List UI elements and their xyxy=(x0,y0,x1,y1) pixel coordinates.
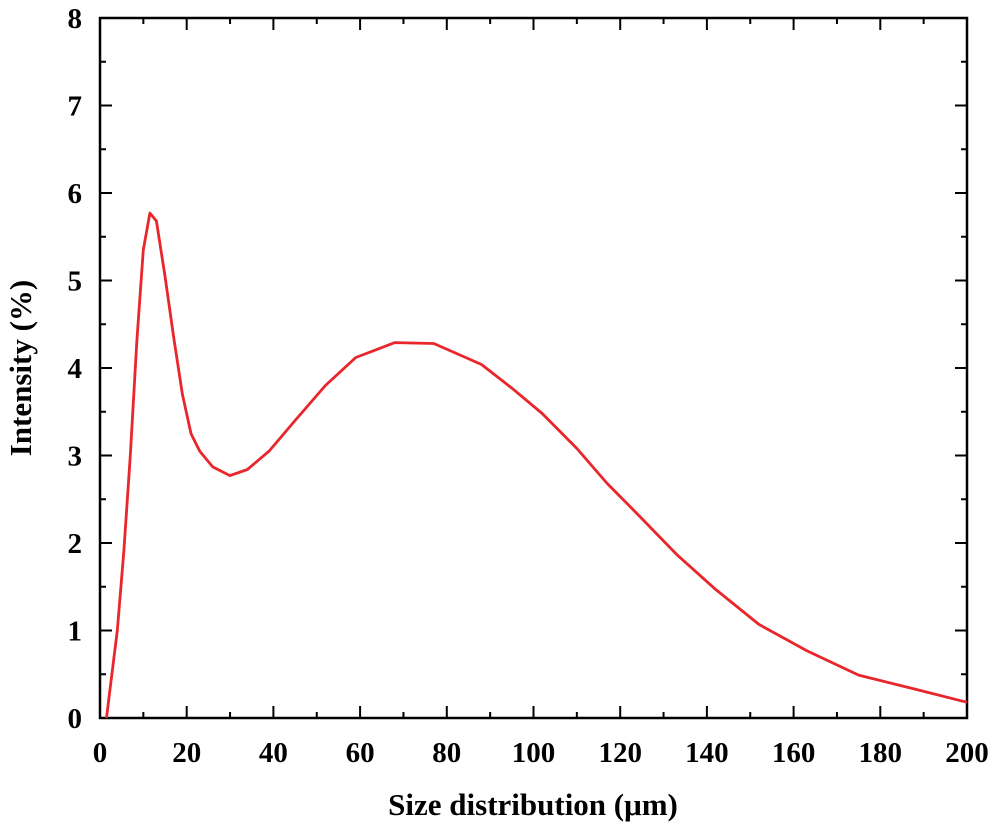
x-tick-label: 200 xyxy=(945,737,989,769)
x-tick-label: 80 xyxy=(432,737,461,769)
x-tick-label: 40 xyxy=(259,737,288,769)
y-tick-label: 3 xyxy=(68,441,83,473)
x-tick-label: 100 xyxy=(512,737,556,769)
y-tick-label: 2 xyxy=(68,528,83,560)
y-tick-label: 7 xyxy=(68,91,83,123)
y-tick-label: 5 xyxy=(68,266,83,298)
x-axis-tick-labels: 0 20 40 60 80 100 120 140 160 180 200 xyxy=(93,737,989,769)
x-tick-label: 180 xyxy=(859,737,903,769)
x-tick-label: 20 xyxy=(172,737,201,769)
y-tick-label: 1 xyxy=(68,616,83,648)
plot-frame xyxy=(98,16,969,720)
x-tick-label: 60 xyxy=(346,737,375,769)
y-tick-label: 4 xyxy=(68,353,83,385)
y-tick-label: 6 xyxy=(68,178,83,210)
y-axis-title: Intensity (%) xyxy=(3,280,38,457)
x-tick-label: 0 xyxy=(93,737,108,769)
y-tick-label: 8 xyxy=(68,3,83,35)
y-axis-ticks xyxy=(100,17,967,719)
x-tick-label: 120 xyxy=(598,737,642,769)
x-tick-label: 160 xyxy=(772,737,816,769)
y-axis-tick-labels: 0 1 2 3 4 5 6 7 8 xyxy=(68,3,83,735)
x-axis-title: Size distribution (μm) xyxy=(388,787,678,822)
series-line xyxy=(105,211,968,719)
x-axis-ticks xyxy=(99,18,968,718)
y-tick-label: 0 xyxy=(68,703,83,735)
x-tick-label: 140 xyxy=(685,737,729,769)
